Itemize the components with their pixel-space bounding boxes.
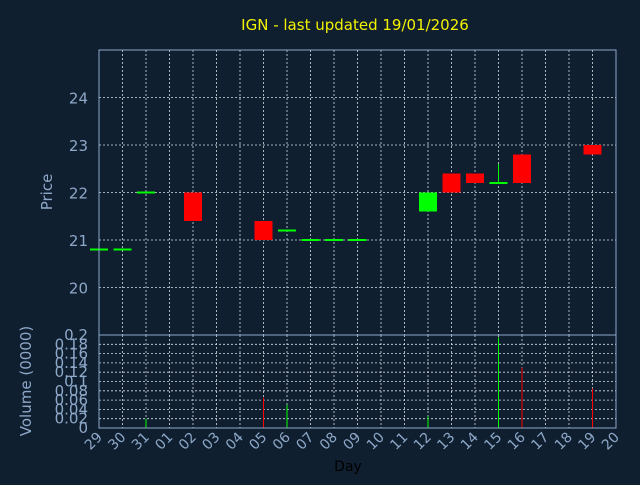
volume-tick-label: 0.04 xyxy=(55,400,88,418)
day-tick-label: 02 xyxy=(176,430,200,454)
y-tick-labels: 202122232400.020.040.060.080.10.120.140.… xyxy=(55,90,88,438)
chart-title: IGN - last updated 19/01/2026 xyxy=(241,16,469,34)
volume-axis-label: Volume (0000) xyxy=(17,326,35,436)
candle xyxy=(278,229,296,232)
day-tick-label: 10 xyxy=(364,430,388,454)
volume-tick-label: 0.06 xyxy=(55,391,88,409)
day-tick-label: 19 xyxy=(575,430,599,454)
day-tick-label: 07 xyxy=(293,430,317,454)
candles xyxy=(90,145,602,251)
plot-frames xyxy=(98,49,617,429)
day-tick-label: 14 xyxy=(458,429,482,453)
candle xyxy=(583,145,602,155)
candle xyxy=(301,239,320,241)
volume-grid xyxy=(98,334,617,429)
volume-tick-label: 0.18 xyxy=(55,335,88,353)
candle xyxy=(184,192,202,221)
candle xyxy=(513,154,531,183)
volume-tick-label: 0.16 xyxy=(55,345,88,363)
volume-tick-label: 0.02 xyxy=(55,410,88,428)
day-tick-label: 20 xyxy=(599,430,623,454)
candle xyxy=(137,191,155,194)
volume-tick-label: 0 xyxy=(78,419,88,437)
day-tick-label: 16 xyxy=(505,429,529,453)
day-tick-label: 18 xyxy=(552,430,576,454)
volume-frame xyxy=(98,334,617,429)
x-tick-labels: 29 30 31 01 02 03 04 05 06 07 08 09 10 11 12 13 14 15 16 17… xyxy=(82,429,623,453)
day-tick-label: 15 xyxy=(481,430,505,454)
price-tick-label: 21 xyxy=(69,232,88,250)
candle xyxy=(419,192,437,212)
volume-tick-label: 0.12 xyxy=(55,363,88,381)
candle xyxy=(348,239,367,241)
day-tick-label: 30 xyxy=(105,430,129,454)
day-tick-label: 09 xyxy=(340,430,364,454)
day-tick-label: 31 xyxy=(129,430,153,454)
price-grid xyxy=(98,50,617,335)
volume-tick-label: 0.14 xyxy=(55,354,88,372)
day-tick-label: 17 xyxy=(528,430,552,454)
x-axis-label: Day xyxy=(334,459,362,475)
day-tick-label: 05 xyxy=(246,430,270,454)
candle xyxy=(489,182,508,184)
candle xyxy=(254,221,273,240)
volume-tick-label: 0.08 xyxy=(55,382,88,400)
day-tick-label: 06 xyxy=(270,429,294,453)
price-tick-label: 23 xyxy=(69,137,88,155)
day-tick-label: 12 xyxy=(411,430,435,454)
price-axis-label: Price xyxy=(38,174,56,211)
day-tick-label: 11 xyxy=(387,430,411,454)
price-tick-label: 20 xyxy=(69,280,88,298)
day-tick-label: 13 xyxy=(434,430,458,454)
candle xyxy=(113,248,132,251)
volume-tick-label: 0.2 xyxy=(64,326,88,344)
volume-bars xyxy=(145,337,593,428)
candle xyxy=(325,239,343,241)
candle xyxy=(442,173,461,193)
day-tick-label: 08 xyxy=(317,430,341,454)
day-tick-label: 04 xyxy=(223,429,247,453)
day-tick-label: 03 xyxy=(199,430,223,454)
price-tick-label: 22 xyxy=(69,185,88,203)
day-tick-label: 01 xyxy=(152,430,176,454)
candle xyxy=(466,173,484,183)
price-tick-label: 24 xyxy=(69,90,88,108)
volume-tick-label: 0.1 xyxy=(64,373,88,391)
